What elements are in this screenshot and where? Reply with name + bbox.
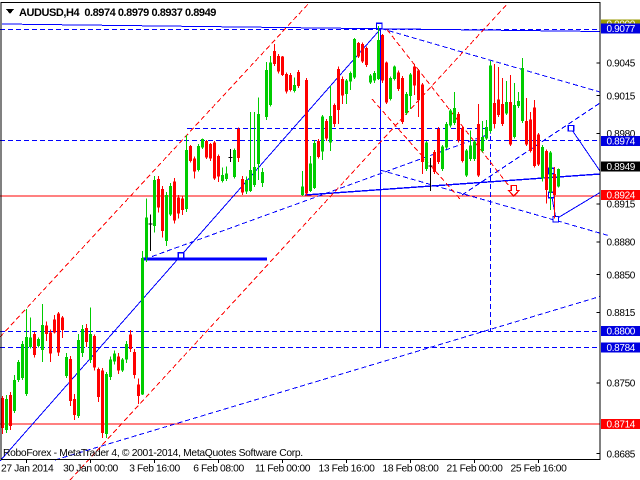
svg-text:0.8915: 0.8915 [607, 200, 636, 211]
svg-text:0.8815: 0.8815 [607, 308, 636, 319]
svg-text:RoboForex - MetaTrader 4, © 20: RoboForex - MetaTrader 4, © 2001-2014, M… [3, 448, 303, 459]
svg-text:0.8880: 0.8880 [607, 238, 636, 249]
svg-text:AUDUSD,H4 0.8974 0.8979 0.893: AUDUSD,H4 0.8974 0.8979 0.8937 0.8949 [19, 7, 216, 19]
svg-text:0.8949: 0.8949 [607, 162, 636, 173]
svg-text:30 Jan 00:00: 30 Jan 00:00 [63, 464, 118, 475]
svg-text:21 Feb 00:00: 21 Feb 00:00 [447, 464, 504, 475]
svg-text:0.8784: 0.8784 [607, 343, 636, 354]
svg-text:0.8974: 0.8974 [607, 137, 636, 148]
svg-text:0.8924: 0.8924 [607, 191, 636, 202]
svg-text:0.8800: 0.8800 [607, 327, 636, 338]
svg-text:0.9015: 0.9015 [607, 91, 636, 102]
svg-text:0.8750: 0.8750 [607, 379, 636, 390]
svg-text:11 Feb 00:00: 11 Feb 00:00 [255, 464, 311, 475]
svg-text:3 Feb 16:00: 3 Feb 16:00 [129, 464, 180, 475]
svg-text:0.9045: 0.9045 [607, 59, 636, 70]
svg-text:0.8850: 0.8850 [607, 270, 636, 281]
svg-text:0.9077: 0.9077 [607, 24, 636, 35]
svg-text:0.8685: 0.8685 [607, 449, 636, 460]
svg-text:25 Feb 16:00: 25 Feb 16:00 [511, 464, 568, 475]
svg-text:18 Feb 08:00: 18 Feb 08:00 [383, 464, 440, 475]
svg-text:0.8714: 0.8714 [607, 420, 636, 431]
svg-text:13 Feb 16:00: 13 Feb 16:00 [319, 464, 376, 475]
svg-text:27 Jan 2014: 27 Jan 2014 [1, 464, 54, 475]
svg-text:0.8980: 0.8980 [607, 129, 636, 140]
svg-text:6 Feb 08:00: 6 Feb 08:00 [193, 464, 244, 475]
